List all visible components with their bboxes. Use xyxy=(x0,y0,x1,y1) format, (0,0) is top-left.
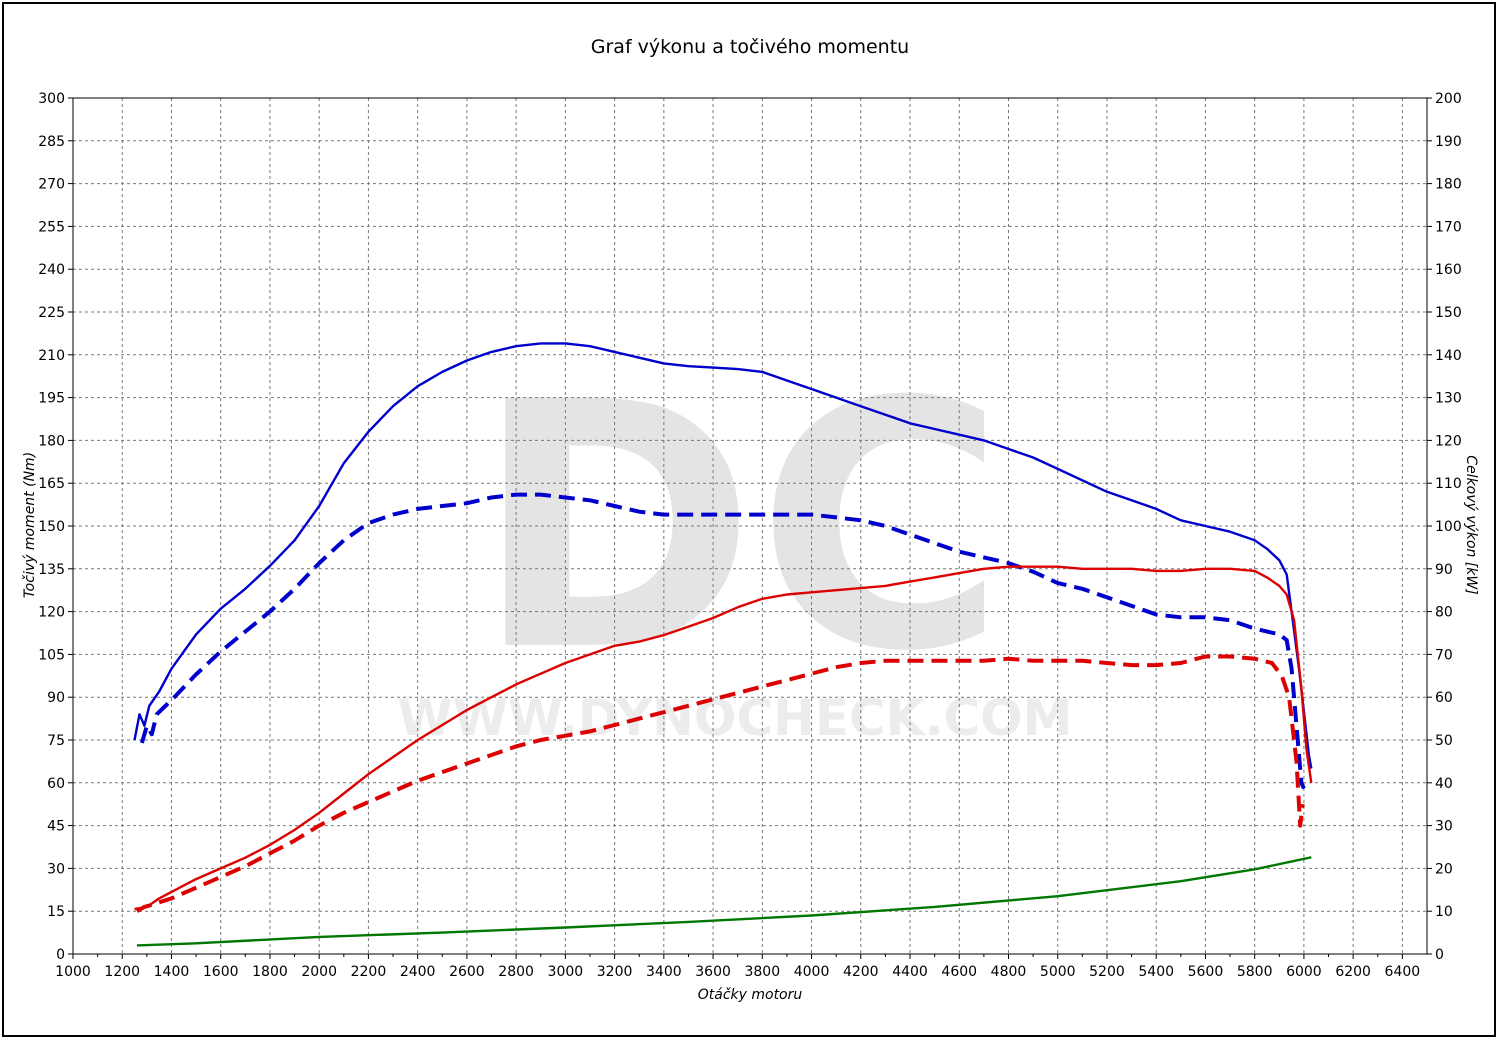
y-right-tick-label: 100 xyxy=(1435,519,1462,535)
x-tick-label: 2400 xyxy=(400,964,436,980)
y-right-tick-label: 130 xyxy=(1435,391,1462,407)
x-tick-label: 1600 xyxy=(203,964,239,980)
y-right-tick-label: 170 xyxy=(1435,219,1462,235)
x-tick-label: 5200 xyxy=(1089,964,1125,980)
y-right-tick-label: 90 xyxy=(1435,562,1453,578)
x-tick-label: 5800 xyxy=(1237,964,1273,980)
y-right-tick-label: 180 xyxy=(1435,177,1462,193)
x-tick-label: 6200 xyxy=(1335,964,1371,980)
y-right-tick-label: 10 xyxy=(1435,904,1453,920)
y-right-tick-label: 30 xyxy=(1435,819,1453,835)
x-tick-label: 2800 xyxy=(498,964,534,980)
x-tick-label: 3600 xyxy=(695,964,731,980)
x-tick-label: 5400 xyxy=(1138,964,1174,980)
y-left-tick-label: 240 xyxy=(38,262,65,278)
y-left-tick-label: 225 xyxy=(38,305,65,321)
y-left-tick-label: 45 xyxy=(47,819,65,835)
y-left-tick-label: 195 xyxy=(38,391,65,407)
grid xyxy=(73,98,1427,954)
y-right-tick-label: 20 xyxy=(1435,861,1453,877)
x-tick-label: 5000 xyxy=(1040,964,1076,980)
y-right-tick-label: 0 xyxy=(1435,947,1444,963)
y-left-tick-label: 15 xyxy=(47,904,65,920)
y-right-tick-label: 80 xyxy=(1435,605,1453,621)
watermark-letters: DC xyxy=(474,330,1006,726)
x-tick-label: 1800 xyxy=(252,964,288,980)
y-right-tick-label: 120 xyxy=(1435,433,1462,449)
power-tuned-line xyxy=(134,565,1313,911)
y-axis-left-label: Točivý moment (Nm) xyxy=(22,452,38,598)
x-tick-label: 4000 xyxy=(794,964,830,980)
y-right-tick-label: 190 xyxy=(1435,134,1462,150)
y-left-tick-label: 105 xyxy=(38,647,65,663)
y-left-tick-label: 0 xyxy=(56,947,65,963)
ticks: 1000 1200 1400 1600 1800 2000 2200 2400 2600 2800… xyxy=(38,91,1461,980)
y-right-tick-label: 60 xyxy=(1435,690,1453,706)
loss-line xyxy=(136,856,1312,947)
y-axis-right-label: Celkový výkon [kW] xyxy=(1463,455,1479,594)
y-right-tick-label: 200 xyxy=(1435,91,1462,107)
y-left-tick-label: 300 xyxy=(38,91,65,107)
y-right-tick-label: 150 xyxy=(1435,305,1462,321)
y-left-tick-label: 180 xyxy=(38,433,65,449)
x-tick-label: 2000 xyxy=(301,964,337,980)
y-left-tick-label: 150 xyxy=(38,519,65,535)
y-right-tick-label: 70 xyxy=(1435,647,1453,663)
y-left-tick-label: 60 xyxy=(47,776,65,792)
x-tick-label: 2200 xyxy=(351,964,387,980)
x-tick-label: 3000 xyxy=(548,964,584,980)
torque-stock-line xyxy=(139,492,1306,790)
x-tick-label: 3400 xyxy=(646,964,682,980)
y-left-tick-label: 120 xyxy=(38,605,65,621)
x-tick-label: 4800 xyxy=(991,964,1027,980)
x-tick-label: 5600 xyxy=(1188,964,1224,980)
x-tick-label: 2600 xyxy=(449,964,485,980)
series-group xyxy=(133,342,1313,947)
y-left-tick-label: 165 xyxy=(38,476,65,492)
y-left-tick-label: 210 xyxy=(38,348,65,364)
y-left-tick-label: 255 xyxy=(38,219,65,235)
y-left-tick-label: 30 xyxy=(47,861,65,877)
y-right-tick-label: 40 xyxy=(1435,776,1453,792)
chart-title: Graf výkonu a točivého momentu xyxy=(591,36,909,58)
x-axis-label: Otáčky motoru xyxy=(698,987,803,1003)
x-tick-label: 3800 xyxy=(744,964,780,980)
x-tick-label: 1400 xyxy=(154,964,190,980)
x-tick-label: 1000 xyxy=(55,964,91,980)
y-left-tick-label: 90 xyxy=(47,690,65,706)
y-right-tick-label: 50 xyxy=(1435,733,1453,749)
x-tick-label: 6000 xyxy=(1286,964,1322,980)
y-right-tick-label: 110 xyxy=(1435,476,1462,492)
y-left-tick-label: 270 xyxy=(38,177,65,193)
y-left-tick-label: 135 xyxy=(38,562,65,578)
watermark-url: WWW.DYNOCHECK.COM xyxy=(398,689,1073,747)
y-right-tick-label: 140 xyxy=(1435,348,1462,364)
x-tick-label: 3200 xyxy=(597,964,633,980)
x-tick-label: 6400 xyxy=(1385,964,1421,980)
watermark: DC WWW.DYNOCHECK.COM xyxy=(398,330,1073,747)
power-stock-line xyxy=(135,654,1305,913)
x-tick-label: 1200 xyxy=(104,964,140,980)
x-tick-label: 4400 xyxy=(892,964,928,980)
x-tick-label: 4200 xyxy=(843,964,879,980)
y-left-tick-label: 285 xyxy=(38,134,65,150)
y-right-tick-label: 160 xyxy=(1435,262,1462,278)
torque-tuned-line xyxy=(133,342,1313,769)
y-left-tick-label: 75 xyxy=(47,733,65,749)
x-tick-label: 4600 xyxy=(941,964,977,980)
